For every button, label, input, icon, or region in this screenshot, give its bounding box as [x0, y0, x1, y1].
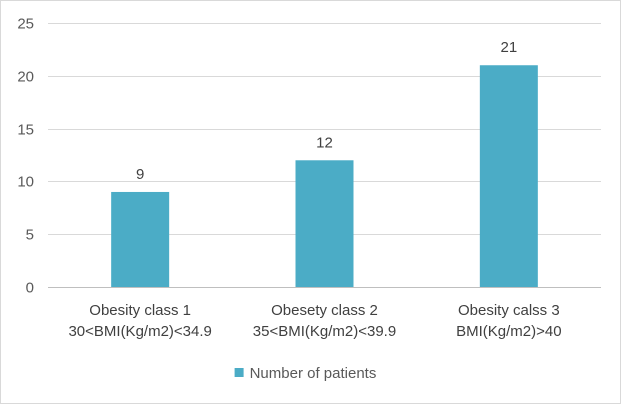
y-axis-ticks: 0 5 10 15 20 25	[17, 16, 34, 297]
bar	[479, 65, 538, 288]
x-category-label: Obesity class 1	[89, 302, 191, 319]
data-label: 21	[500, 39, 517, 56]
x-category-label: BMI(Kg/m2)>40	[456, 323, 561, 340]
bar	[295, 160, 354, 287]
data-label: 9	[136, 166, 144, 183]
x-category-label: Obesety class 2	[271, 302, 378, 319]
x-category-label: 30<BMI(Kg/m2)<34.9	[68, 323, 211, 340]
data-label: 12	[316, 134, 333, 151]
bars	[111, 65, 538, 288]
legend-swatch	[234, 368, 244, 377]
y-tick-label: 15	[17, 122, 34, 139]
y-tick-label: 0	[26, 280, 34, 297]
x-category-label: 35<BMI(Kg/m2)<39.9	[253, 323, 396, 340]
x-category-label: Obesity calss 3	[458, 302, 560, 319]
y-tick-label: 10	[17, 174, 34, 191]
legend-label: Number of patients	[250, 365, 377, 382]
bar	[111, 191, 170, 287]
y-tick-label: 25	[17, 16, 34, 33]
y-tick-label: 20	[17, 69, 34, 86]
data-labels: 9 12 21	[136, 39, 517, 183]
x-axis-categories: Obesity class 1 30<BMI(Kg/m2)<34.9 Obesety…	[68, 302, 561, 340]
legend: Number of patients	[234, 365, 377, 382]
y-tick-label: 5	[26, 227, 34, 244]
